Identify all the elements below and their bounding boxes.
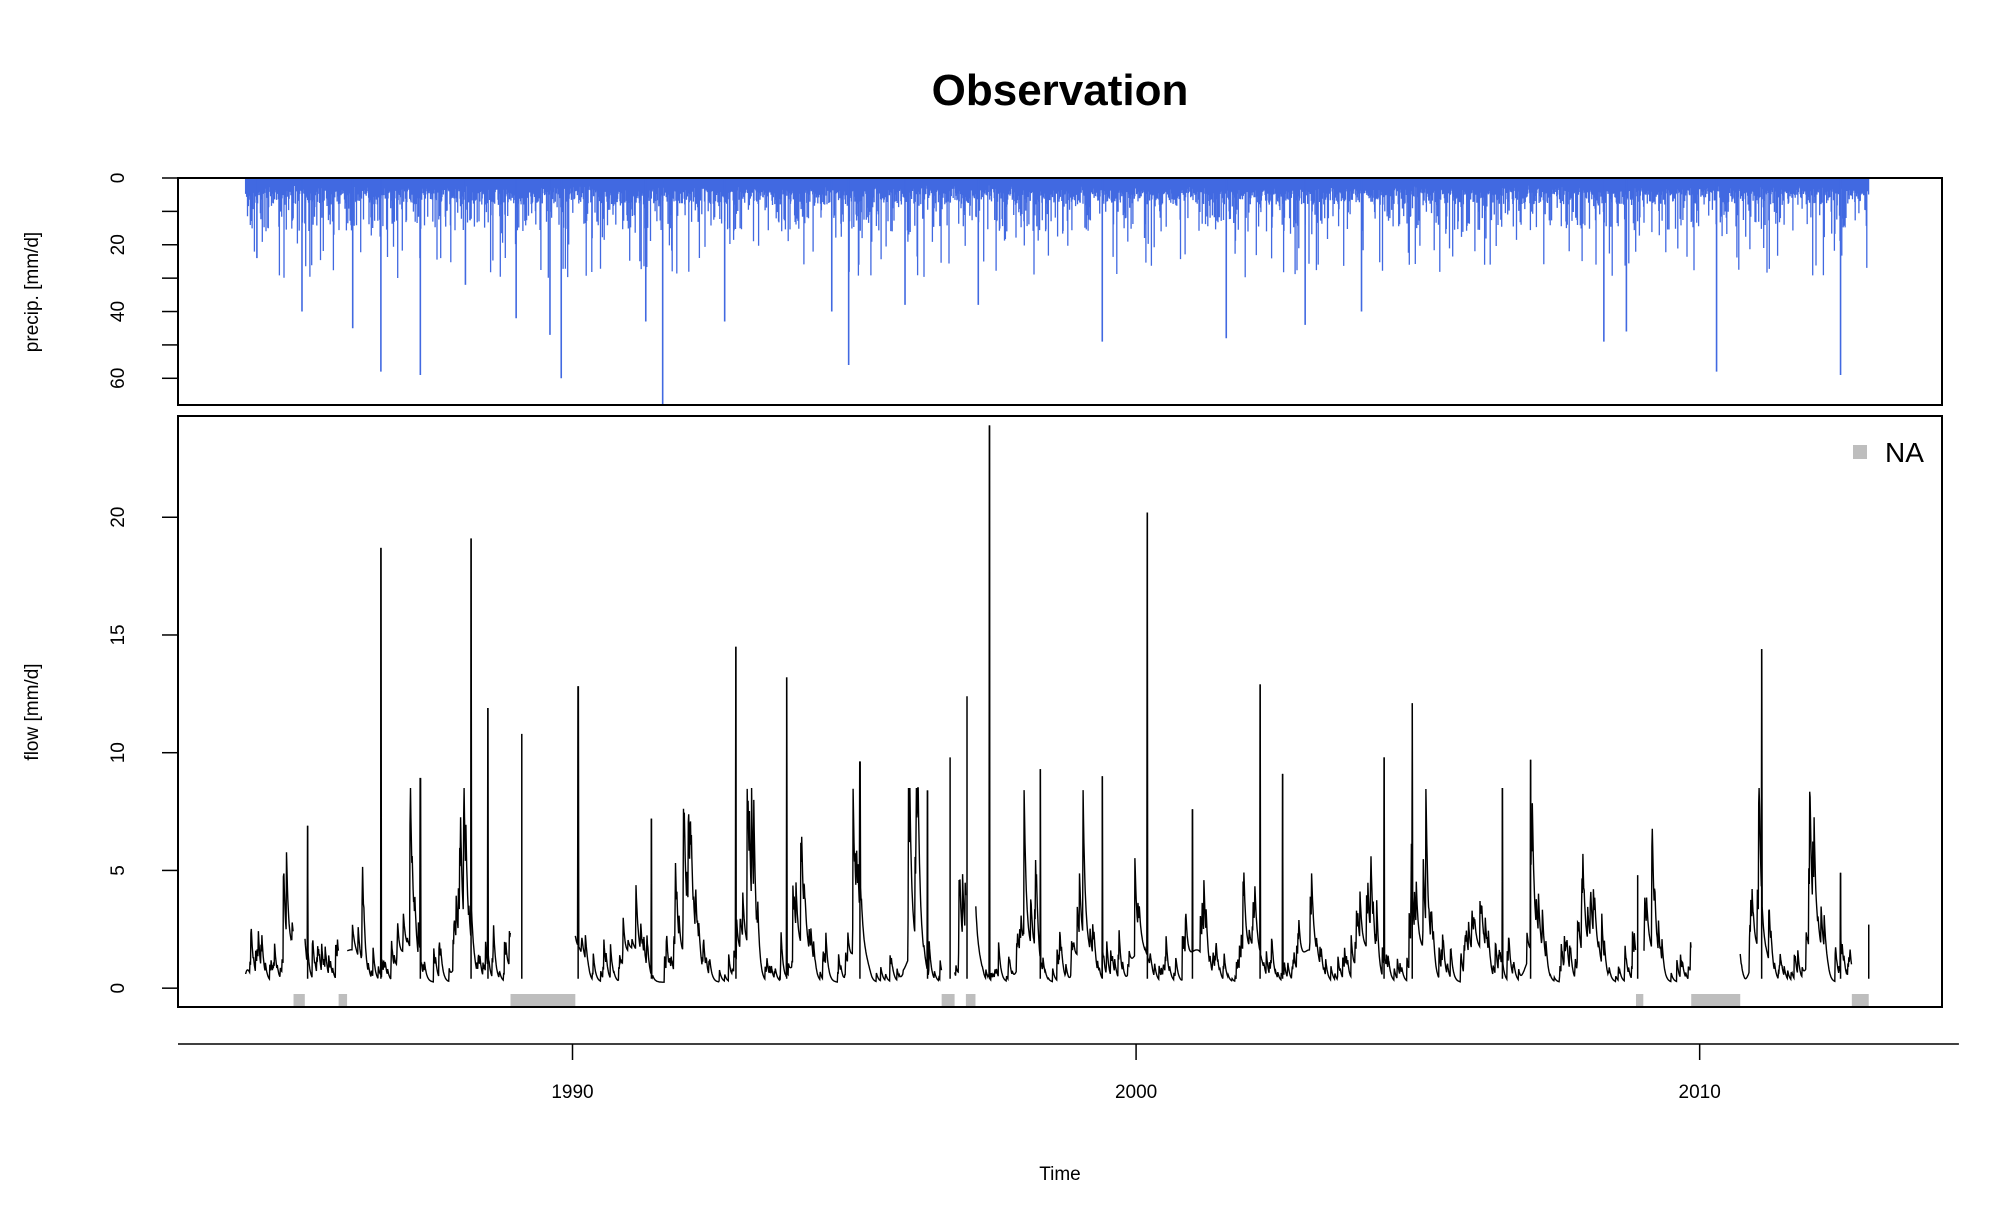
na-marker-5 bbox=[1635, 994, 1644, 1007]
precip-bar-bulk bbox=[244, 178, 1870, 278]
x-tick-label-2: 2010 bbox=[1679, 1082, 1721, 1103]
flow-y-axis: 0 5 10 15 20 bbox=[108, 507, 178, 994]
flow-y-tick-label-2: 10 bbox=[108, 742, 129, 763]
legend: NA bbox=[1853, 437, 1924, 468]
flow-y-tick-label-1: 5 bbox=[108, 865, 129, 876]
precip-bar-base bbox=[245, 178, 1869, 185]
precip-y-tick-label-1: 20 bbox=[108, 234, 129, 255]
na-marker-1 bbox=[338, 994, 348, 1007]
flow-y-tick-label-0: 0 bbox=[108, 983, 129, 994]
precip-y-tick-label-3: 60 bbox=[108, 368, 129, 389]
x-tick-label-1: 2000 bbox=[1115, 1082, 1157, 1103]
chart-title: Observation bbox=[932, 66, 1189, 115]
flow-y-axis-label: flow [mm/d] bbox=[22, 663, 43, 760]
x-tick-label-0: 1990 bbox=[551, 1082, 593, 1103]
na-marker-2 bbox=[510, 994, 576, 1007]
precip-y-axis-label: precip. [mm/d] bbox=[22, 232, 43, 352]
na-marker-7 bbox=[1851, 994, 1869, 1007]
flow-panel: 0 5 10 15 20 flow [mm/d] NA bbox=[22, 415, 1943, 1008]
precip-y-tick-label-2: 40 bbox=[108, 301, 129, 322]
na-marker-0 bbox=[293, 994, 305, 1007]
legend-na-swatch bbox=[1853, 445, 1867, 459]
flow-y-tick-label-3: 15 bbox=[108, 624, 129, 645]
flow-y-tick-label-4: 20 bbox=[108, 507, 129, 528]
precip-panel: 0 20 40 60 precip. [mm/d] bbox=[22, 173, 1943, 406]
na-markers bbox=[293, 994, 1869, 1007]
precip-bars bbox=[244, 178, 1870, 405]
x-axis-label: Time bbox=[1039, 1164, 1081, 1185]
flow-panel-frame bbox=[177, 415, 1943, 1008]
x-axis: 1990 2000 2010 bbox=[178, 1043, 1959, 1103]
precip-panel-frame bbox=[177, 177, 1943, 406]
na-marker-3 bbox=[941, 994, 955, 1007]
precip-y-tick-label-0: 0 bbox=[108, 173, 129, 184]
na-marker-6 bbox=[1691, 994, 1741, 1007]
legend-na-label: NA bbox=[1885, 437, 1924, 468]
flow-series-line bbox=[244, 425, 1853, 983]
precip-y-axis: 0 20 40 60 bbox=[108, 173, 178, 389]
na-marker-4 bbox=[965, 994, 976, 1007]
